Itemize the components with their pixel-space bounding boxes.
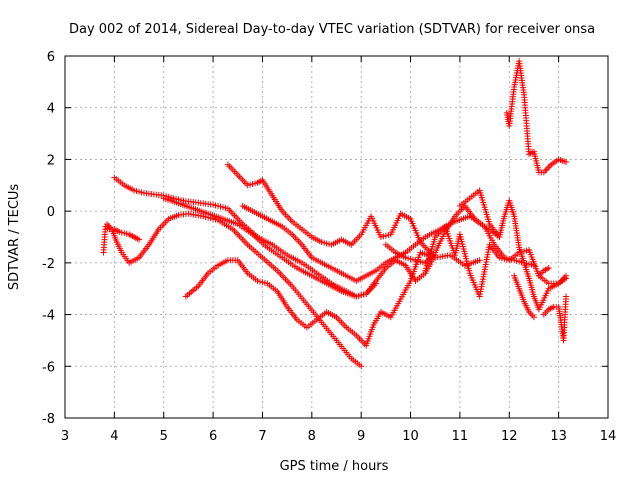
- y-tick-label: -6: [42, 360, 55, 375]
- x-tick-label: 5: [160, 429, 168, 444]
- series-track-14: [540, 293, 570, 344]
- data-point-marker: [546, 163, 553, 170]
- data-point-marker: [563, 293, 570, 300]
- x-tick-label: 9: [357, 429, 365, 444]
- plot-frame: [64, 55, 609, 419]
- series-track-13: [535, 265, 552, 279]
- data-point-marker: [563, 159, 570, 166]
- x-tick-label: 6: [209, 429, 217, 444]
- data-point-marker: [545, 265, 552, 272]
- y-tick-label: -8: [42, 412, 55, 427]
- series-track-1: [100, 223, 143, 256]
- series-track-6: [224, 161, 434, 256]
- data-point-marker: [476, 257, 483, 264]
- y-tick-label: -4: [42, 309, 55, 324]
- x-tick-label: 4: [110, 429, 118, 444]
- x-tick-label: 14: [600, 429, 617, 444]
- data-point-marker: [136, 236, 143, 243]
- y-tick-label: 6: [47, 50, 55, 65]
- data-point-marker: [542, 167, 549, 174]
- series-track-11: [503, 58, 570, 176]
- x-axis-label: GPS time / hours: [280, 459, 389, 474]
- series-track-2: [103, 210, 365, 370]
- x-tick-label: 3: [61, 429, 69, 444]
- series-track-10: [456, 187, 570, 313]
- x-tick-label: 10: [402, 429, 419, 444]
- x-tick-label: 8: [308, 429, 316, 444]
- data-point-marker: [563, 275, 570, 282]
- axis-layer: 3 4 5 6 7 8 9 10 11 12 13 14 -8 -6 -4 -2 0 2 4 6: [42, 50, 616, 444]
- data-point-marker: [358, 363, 365, 370]
- x-tick-label: 12: [501, 429, 518, 444]
- y-axis-label: SDTVAR / TECUs: [7, 184, 22, 291]
- series-track-12: [511, 272, 537, 321]
- y-tick-label: 2: [47, 153, 55, 168]
- chart-title: Day 002 of 2014, Sidereal Day-to-day VTE…: [69, 22, 595, 37]
- data-point-marker: [545, 164, 552, 171]
- series-track-8: [382, 202, 537, 269]
- y-tick-label: 4: [47, 102, 55, 117]
- y-tick-label: 0: [47, 205, 55, 220]
- y-tick-label: -2: [42, 257, 55, 272]
- data-point-marker: [530, 314, 537, 321]
- x-tick-label: 11: [452, 429, 469, 444]
- data-layer: [100, 58, 570, 370]
- x-tick-label: 7: [258, 429, 266, 444]
- x-tick-label: 13: [550, 429, 567, 444]
- data-point-marker: [543, 166, 550, 173]
